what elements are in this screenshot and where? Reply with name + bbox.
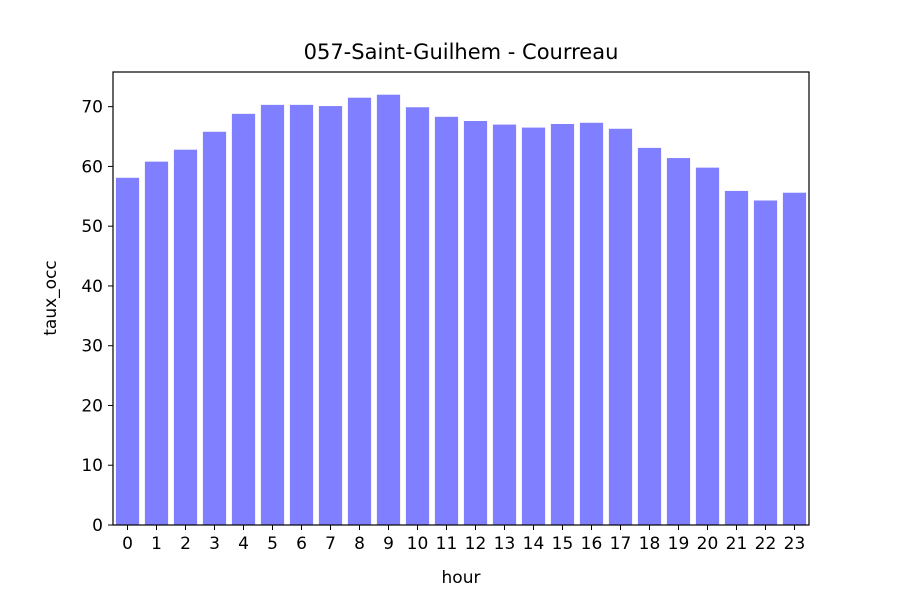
y-tick-label: 60 — [81, 157, 103, 177]
bar-hour-19 — [666, 158, 691, 525]
y-tick-label: 50 — [81, 217, 103, 237]
x-tick-label: 18 — [639, 534, 661, 554]
x-tick-label: 8 — [354, 534, 365, 554]
x-tick-label: 1 — [151, 534, 162, 554]
x-tick-label: 12 — [465, 534, 487, 554]
bar-hour-9 — [376, 94, 401, 525]
y-tick-label: 40 — [81, 277, 103, 297]
x-tick-label: 3 — [209, 534, 220, 554]
x-tick-label: 4 — [238, 534, 249, 554]
x-tick-label: 20 — [697, 534, 719, 554]
x-tick-label: 2 — [180, 534, 191, 554]
x-tick-label: 16 — [581, 534, 603, 554]
x-tick-label: 0 — [122, 534, 133, 554]
plot-frame — [112, 71, 810, 526]
y-tick-label: 20 — [81, 396, 103, 416]
bar-hour-14 — [521, 127, 546, 525]
bar-hour-7 — [318, 106, 343, 526]
bar-hour-1 — [144, 161, 169, 525]
bar-hour-17 — [608, 128, 633, 525]
bar-series — [115, 94, 807, 526]
x-tick-label: 19 — [668, 534, 690, 554]
x-tick-label: 7 — [325, 534, 336, 554]
bar-hour-8 — [347, 97, 372, 526]
x-tick-label: 21 — [726, 534, 748, 554]
x-tick-label: 10 — [407, 534, 429, 554]
x-tick-label: 14 — [523, 534, 545, 554]
bar-hour-13 — [492, 124, 517, 525]
y-tick-label: 70 — [81, 98, 103, 118]
bar-hour-16 — [579, 122, 604, 525]
x-axis-label: hour — [442, 568, 481, 588]
chart-title: 057-Saint-Guilhem - Courreau — [304, 40, 619, 64]
y-axis-label: taux_occ — [41, 260, 61, 336]
y-tick-label: 10 — [81, 456, 103, 476]
bar-hour-3 — [202, 131, 227, 526]
bar-hour-5 — [260, 104, 285, 526]
bar-hour-20 — [695, 167, 720, 525]
bar-hour-12 — [463, 121, 488, 525]
x-tick-label: 15 — [552, 534, 574, 554]
bar-hour-0 — [115, 177, 140, 526]
bar-hour-11 — [434, 116, 459, 525]
x-axis-ticks: 0 1 2 3 4 5 6 7 8 9 10 11 12 13 14 15 16 17 18 19 20 21 22 23 — [122, 525, 805, 554]
bar-hour-18 — [637, 147, 662, 525]
y-tick-label: 30 — [81, 337, 103, 357]
bar-hour-23 — [782, 192, 807, 525]
x-tick-label: 22 — [755, 534, 777, 554]
bar-hour-4 — [231, 113, 256, 525]
x-tick-label: 9 — [383, 534, 394, 554]
x-tick-label: 11 — [436, 534, 458, 554]
bar-hour-10 — [405, 107, 430, 526]
bar-hour-6 — [289, 104, 314, 526]
bar-hour-2 — [173, 149, 198, 526]
y-tick-label: 0 — [92, 516, 103, 536]
y-axis-ticks: 0 10 20 30 40 50 60 70 — [81, 98, 113, 536]
bar-hour-22 — [753, 200, 778, 525]
x-tick-label: 23 — [784, 534, 806, 554]
bar-hour-21 — [724, 190, 749, 526]
x-tick-label: 13 — [494, 534, 516, 554]
bar-hour-15 — [550, 123, 575, 525]
x-tick-label: 6 — [296, 534, 307, 554]
x-tick-label: 5 — [267, 534, 278, 554]
x-tick-label: 17 — [610, 534, 632, 554]
